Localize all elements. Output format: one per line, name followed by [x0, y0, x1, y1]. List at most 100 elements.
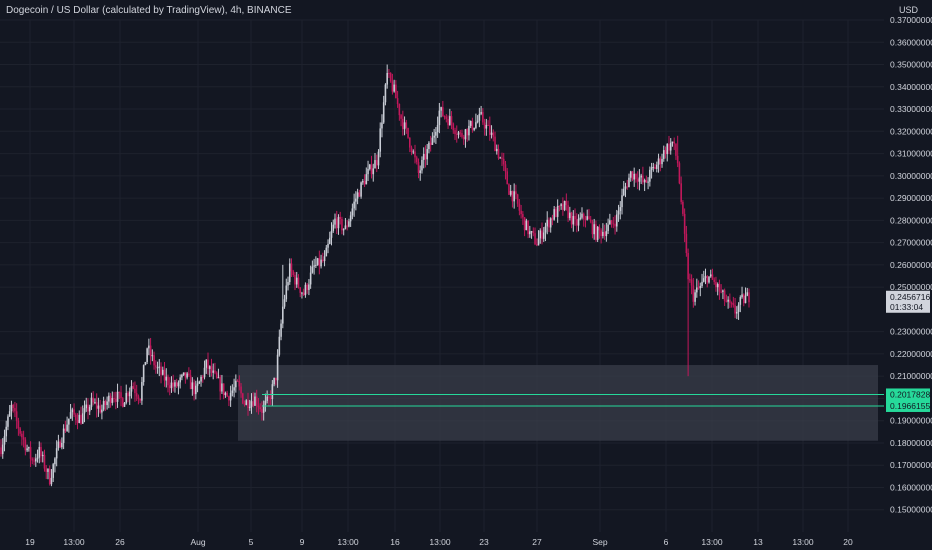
candle-body [195, 385, 197, 395]
candle-body [708, 276, 710, 283]
candle-body [725, 300, 728, 302]
time-axis[interactable]: 19 13:00 26 Aug 5 9 13:00 16 13:00 23 27 Sep 6 13:00 1… [25, 537, 853, 547]
candle-body [106, 401, 108, 406]
price-axis[interactable]: 0.15000000 0.16000000 0.17000000 0.18000000… [890, 15, 932, 515]
candle-body [102, 401, 105, 410]
price-tick-label: 0.36000000 [890, 37, 932, 47]
time-tick-label: 13 [753, 537, 763, 547]
candle-body [403, 122, 406, 130]
candle-body [656, 164, 658, 169]
candle-body [468, 125, 470, 136]
candle-body [438, 110, 441, 126]
candle-body [313, 265, 315, 267]
candle-body [327, 243, 329, 248]
candle-body [520, 210, 522, 215]
candle-body [621, 195, 623, 208]
price-tick-label: 0.30000000 [890, 171, 932, 181]
candle-body [471, 120, 474, 130]
candle-body [76, 419, 79, 423]
countdown-label: 01:33:04 [890, 302, 923, 312]
candle-body [360, 182, 362, 197]
currency-label[interactable]: USD [898, 5, 918, 15]
candle-body [600, 230, 602, 237]
candle-body [115, 398, 117, 402]
symbol-title[interactable]: Dogecoin / US Dollar (calculated by Trad… [6, 5, 292, 16]
candle-body [276, 354, 279, 381]
candle-body [402, 118, 404, 130]
candle-body [318, 258, 321, 267]
candle-body [595, 224, 597, 240]
candle-body [642, 175, 644, 183]
price-tick-label: 0.17000000 [890, 460, 932, 470]
candle-body [50, 477, 53, 485]
candle-body [459, 132, 462, 134]
candle-body [104, 401, 107, 406]
candle-body [198, 381, 201, 384]
candle-body [697, 287, 700, 289]
candle-body [589, 219, 592, 222]
candle-body [454, 130, 456, 135]
candle-body [741, 294, 743, 298]
level-tag-label: 0.19661550 [890, 401, 932, 411]
candle-body [55, 448, 58, 459]
price-tick-label: 0.29000000 [890, 193, 932, 203]
candle-body [381, 122, 383, 129]
candle-body [654, 166, 656, 169]
last-price-tag [886, 290, 930, 313]
candle-body [659, 158, 662, 165]
price-tick-label: 0.27000000 [890, 238, 932, 248]
candlestick-series [0, 64, 750, 487]
time-tick-label: 19 [25, 537, 35, 547]
time-tick-label: 27 [532, 537, 542, 547]
candle-body [304, 284, 307, 296]
candle-body [306, 284, 308, 290]
candle-body [744, 295, 747, 304]
candle-body [210, 366, 213, 373]
candle-body [549, 218, 552, 228]
candle-body [205, 359, 208, 368]
candle-body [283, 299, 286, 307]
candle-body [80, 414, 82, 424]
candle-body [736, 311, 738, 314]
support-zone[interactable] [238, 365, 878, 441]
candle-body [184, 372, 187, 378]
candle-body [151, 355, 154, 357]
candle-body [250, 401, 253, 407]
candle-body [22, 437, 25, 440]
candle-body [137, 396, 140, 400]
candle-body [610, 220, 613, 224]
candle-body [405, 122, 408, 128]
candle-body [231, 390, 234, 393]
candle-body [116, 391, 119, 402]
candle-body [26, 448, 28, 451]
price-tick-label: 0.34000000 [890, 82, 932, 92]
candle-body [711, 274, 714, 280]
candle-body [160, 366, 162, 375]
candle-body [607, 224, 609, 231]
candle-body [588, 216, 590, 220]
candle-body [201, 376, 204, 378]
candle-body [88, 406, 91, 412]
candle-body [734, 305, 736, 314]
candle-body [649, 169, 651, 182]
candle-body [509, 190, 512, 195]
candle-body [701, 281, 703, 286]
candle-body [41, 454, 44, 457]
candle-body [121, 398, 124, 407]
candle-body [0, 447, 2, 455]
candle-body [292, 271, 295, 276]
time-tick-label: 23 [479, 537, 489, 547]
candle-body [367, 168, 369, 175]
candle-body [508, 184, 510, 195]
candle-body [462, 136, 465, 140]
candle-body [90, 397, 93, 407]
candle-body [14, 408, 16, 412]
candle-body [664, 150, 667, 155]
candle-body [168, 385, 171, 389]
time-tick-label: 13:00 [63, 537, 85, 547]
candle-body [497, 148, 500, 159]
candle-body [558, 205, 561, 207]
